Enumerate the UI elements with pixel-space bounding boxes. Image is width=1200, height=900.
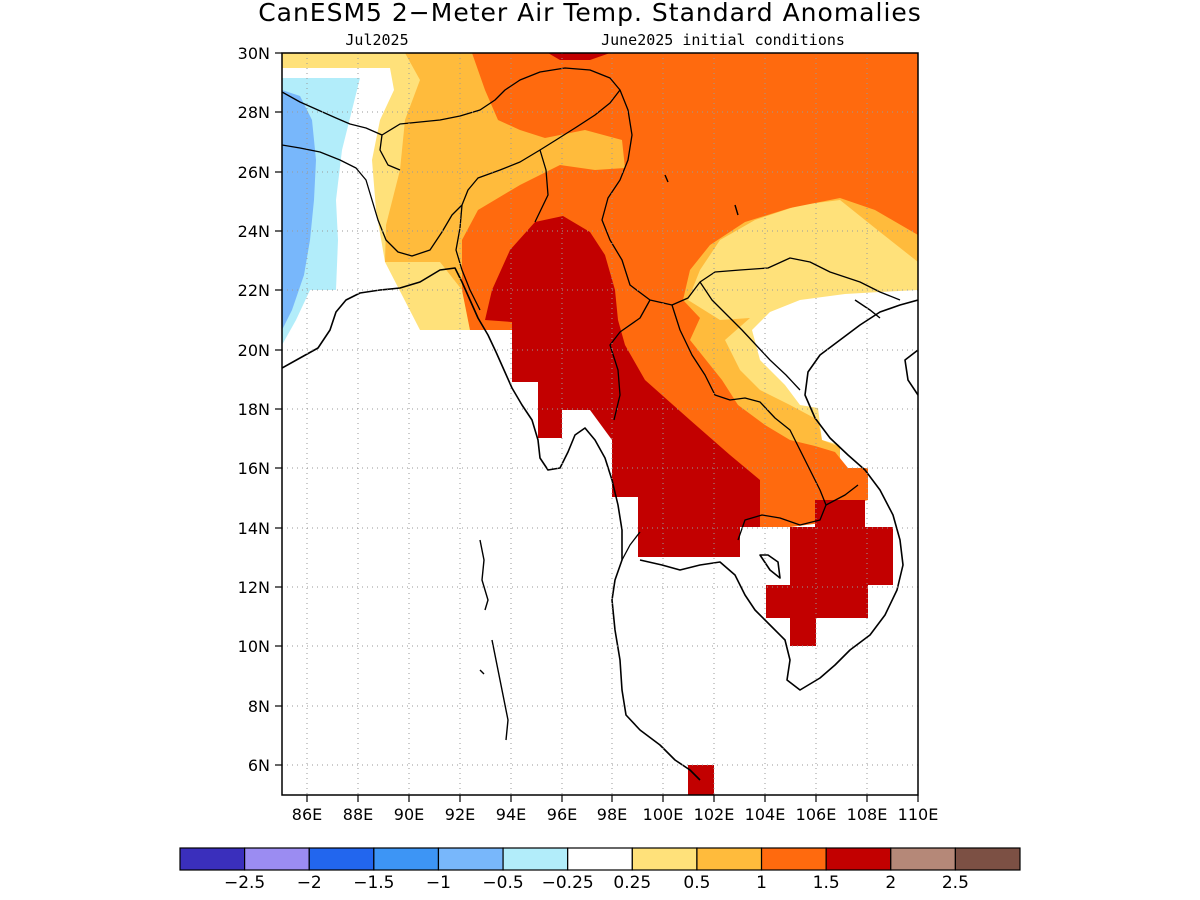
colorbar-swatch xyxy=(890,847,956,871)
x-axis-labels: 86E 88E 90E 92E 94E 96E 98E 100E 102E 10… xyxy=(292,805,939,824)
colorbar-swatch xyxy=(631,847,698,871)
x-tick-label: 102E xyxy=(694,805,735,824)
colorbar-label: 2 xyxy=(885,873,896,893)
colorbar-label: 0.5 xyxy=(683,873,710,893)
colorbar-swatch xyxy=(567,847,633,871)
map-area xyxy=(282,53,918,795)
y-tick-label: 20N xyxy=(238,341,270,360)
x-tick-label: 96E xyxy=(547,805,577,824)
x-tick-label: 100E xyxy=(643,805,684,824)
colorbar-swatch xyxy=(373,847,440,871)
x-tick-label: 88E xyxy=(343,805,373,824)
anomaly-region-1 xyxy=(462,53,918,527)
colorbar-swatch xyxy=(437,847,504,871)
anomaly-region-15 xyxy=(790,618,816,646)
y-tick-label: 30N xyxy=(238,44,270,63)
island-outlines xyxy=(479,174,881,741)
x-tick-label: 110E xyxy=(898,805,939,824)
map-grid xyxy=(282,53,918,795)
anomaly-region-15 xyxy=(815,500,865,528)
colorbar-swatch xyxy=(760,847,827,871)
init-conditions-label: June2025 initial conditions xyxy=(601,31,845,49)
colorbar-swatch xyxy=(244,847,310,871)
colorbar-labels: −2.5 −2 −1.5 −1 −0.5 −0.25 0.25 0.5 1 1.5 2 2.5 xyxy=(224,873,969,893)
colorbar-label: −1.5 xyxy=(353,873,394,893)
month-label: Jul2025 xyxy=(345,31,408,49)
map-frame xyxy=(281,52,919,796)
coastline-outline xyxy=(282,267,918,781)
colorbar-label: 0.25 xyxy=(613,873,651,893)
colorbar-swatch xyxy=(502,847,569,871)
axis-tick-marks xyxy=(275,52,919,802)
border-outline xyxy=(282,67,901,561)
anomaly-region-15 xyxy=(485,216,760,557)
anomaly-region-15 xyxy=(548,53,610,60)
colorbar-label: 1.5 xyxy=(813,873,840,893)
x-tick-label: 94E xyxy=(496,805,526,824)
colorbar-label: 2.5 xyxy=(942,873,969,893)
map-title: CanESM5 2−Meter Air Temp. Standard Anoma… xyxy=(258,0,922,27)
anomaly-region-15 xyxy=(766,585,868,618)
colorbar-label: −1 xyxy=(426,873,451,893)
colorbar-swatch xyxy=(954,847,1021,871)
x-tick-label: 104E xyxy=(745,805,786,824)
colorbar-label: −0.25 xyxy=(542,873,594,893)
colorbar-label: 1 xyxy=(756,873,767,893)
y-tick-label: 12N xyxy=(238,578,270,597)
x-tick-label: 92E xyxy=(445,805,475,824)
y-tick-label: 24N xyxy=(238,222,270,241)
x-tick-label: 86E xyxy=(292,805,322,824)
colorbar-swatch xyxy=(179,847,246,871)
x-tick-label: 108E xyxy=(847,805,888,824)
colorbar-label: −2 xyxy=(297,873,322,893)
colorbar-label: −0.5 xyxy=(482,873,523,893)
x-tick-label: 106E xyxy=(796,805,837,824)
x-tick-label: 98E xyxy=(597,805,627,824)
y-tick-label: 18N xyxy=(238,400,270,419)
x-tick-label: 90E xyxy=(394,805,424,824)
y-tick-label: 14N xyxy=(238,519,270,538)
y-tick-label: 10N xyxy=(238,637,270,656)
y-tick-label: 8N xyxy=(248,697,270,716)
colorbar-swatch xyxy=(696,847,763,871)
colorbar-swatch xyxy=(308,847,375,871)
colorbar-swatch xyxy=(825,847,892,871)
y-tick-label: 28N xyxy=(238,103,270,122)
anomaly-region-15 xyxy=(688,765,714,795)
anomaly-region-15 xyxy=(840,527,893,585)
y-tick-label: 26N xyxy=(238,163,270,182)
y-tick-label: 6N xyxy=(248,756,270,775)
colorbar xyxy=(179,847,1021,871)
y-tick-label: 16N xyxy=(238,459,270,478)
colorbar-label: −2.5 xyxy=(224,873,265,893)
y-tick-label: 22N xyxy=(238,281,270,300)
y-axis-labels: 30N 28N 26N 24N 22N 20N 18N 16N 14N 12N … xyxy=(238,44,270,775)
